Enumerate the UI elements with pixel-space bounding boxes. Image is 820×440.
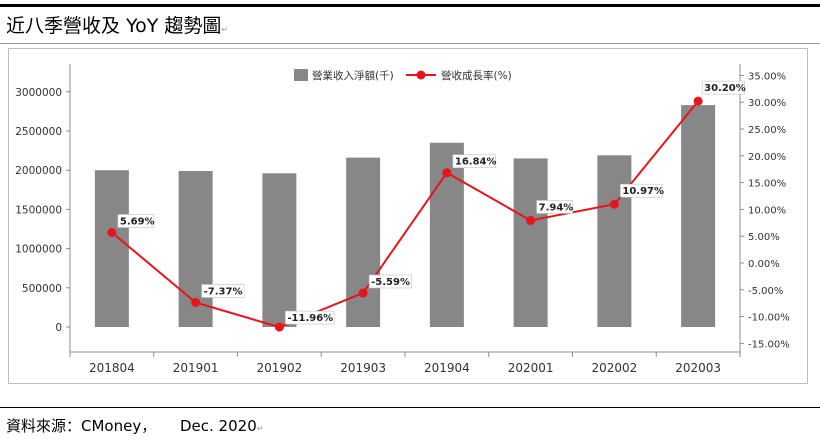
y-left-tick-label: 3000000 [15, 87, 62, 99]
chart-frame [8, 48, 808, 384]
x-tick-label: 201902 [256, 361, 302, 375]
legend-line-label: 營收成長率(%) [441, 69, 512, 82]
y-left-tick-label: 0 [55, 322, 62, 334]
y-right-tick-label: -15.00% [748, 339, 790, 350]
line-point [358, 288, 368, 298]
data-label: 30.20% [704, 83, 746, 94]
x-tick-label: 201901 [173, 361, 219, 375]
data-label-box [117, 214, 155, 228]
data-label: 16.84% [455, 157, 497, 168]
y-right-tick-label: 20.00% [748, 152, 786, 163]
footer-source: 資料來源：CMoney， [6, 417, 157, 435]
growth-line [111, 100, 699, 329]
bar [94, 170, 129, 327]
data-label-box [368, 274, 412, 289]
bar [262, 173, 297, 327]
bar [513, 158, 548, 327]
data-label: -7.37% [204, 287, 243, 298]
y-right-tick-label: -10.00% [748, 313, 790, 324]
data-label-box [285, 310, 335, 325]
line-point [526, 215, 536, 225]
line-point [442, 168, 452, 178]
y-right-tick-label: 30.00% [748, 98, 786, 109]
y-left-tick-label: 500000 [22, 283, 62, 295]
x-tick-label: 202001 [508, 361, 554, 375]
title-divider [0, 43, 820, 44]
line-point [693, 96, 703, 106]
footer-date: Dec. 2020↵ [180, 417, 264, 435]
legend-bar-swatch [294, 69, 308, 81]
y-left-tick-label: 2500000 [15, 126, 62, 138]
line-point [609, 199, 619, 209]
data-label-box [452, 154, 496, 169]
line-point [191, 298, 201, 308]
bar [597, 155, 632, 327]
data-label: -11.96% [287, 313, 333, 324]
data-label-box [536, 200, 573, 214]
top-rule [0, 4, 820, 7]
data-label: -5.59% [371, 277, 410, 288]
y-left-tick-label: 2000000 [15, 165, 62, 177]
data-label-box [701, 80, 745, 95]
y-left-tick-label: 1500000 [15, 204, 62, 216]
line-point [107, 228, 117, 238]
y-right-tick-label: 25.00% [748, 125, 786, 136]
bar [681, 105, 716, 328]
y-right-tick-label: 15.00% [748, 179, 786, 190]
data-label-box [201, 284, 245, 298]
x-tick-label: 202002 [591, 361, 637, 375]
x-tick-label: 201804 [89, 361, 135, 375]
data-label: 7.94% [539, 202, 574, 213]
y-right-tick-label: 35.00% [748, 71, 786, 82]
legend-line-marker [416, 70, 426, 80]
x-tick-label: 202003 [675, 361, 721, 375]
y-right-tick-label: 0.00% [748, 259, 780, 270]
bar [346, 157, 381, 327]
data-label-box [620, 183, 664, 198]
data-label: 5.69% [120, 217, 155, 228]
page-title: 近八季營收及 YoY 趨勢圖↵ [6, 15, 229, 37]
footer-divider [0, 407, 820, 408]
y-left-tick-label: 1000000 [15, 244, 62, 256]
x-tick-label: 201903 [340, 361, 386, 375]
legend-bar-label: 營業收入淨額(千) [312, 69, 394, 82]
line-point [274, 322, 284, 332]
y-right-tick-label: -5.00% [748, 286, 783, 297]
data-label: 10.97% [622, 186, 664, 197]
y-right-tick-label: 5.00% [748, 232, 780, 243]
x-tick-label: 201904 [424, 361, 470, 375]
y-right-tick-label: 10.00% [748, 205, 786, 216]
